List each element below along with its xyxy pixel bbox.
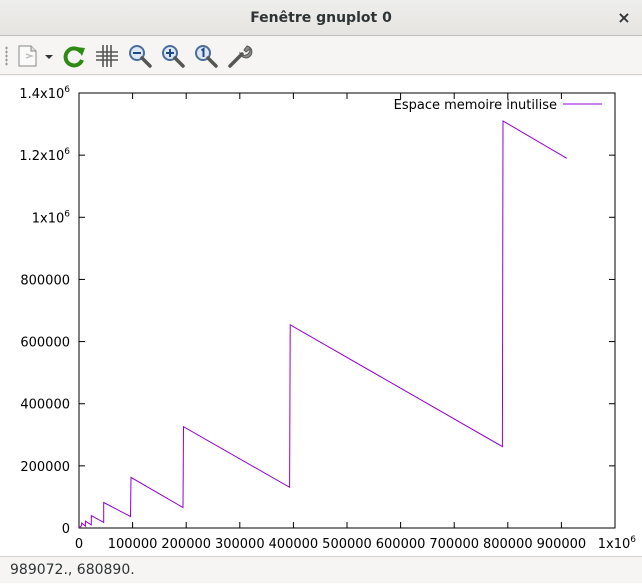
replot-button[interactable] [60,42,88,70]
x-tick-label: 0 [75,537,83,552]
y-tick-label: 200000 [20,460,70,475]
export-menu-button[interactable] [14,42,56,70]
x-tick-label: 300000 [215,537,265,552]
zoom-reset-button[interactable] [192,42,220,70]
refresh-icon [63,46,85,68]
legend: Espace memoire inutilise [394,98,602,113]
zoom-out-button[interactable] [126,42,154,70]
grid-icon [96,45,118,67]
legend-label: Espace memoire inutilise [394,98,557,113]
y-tick-label: 1.4x106 [19,85,70,102]
wrench-icon [228,45,253,68]
x-tick-label: 200000 [161,537,211,552]
y-tick-label: 1.2x106 [19,147,70,164]
y-tick-label: 800000 [20,273,70,288]
document-export-icon [18,45,53,67]
zoom-in-button[interactable] [159,42,187,70]
x-tick-label: 1x106 [598,535,637,552]
x-tick-label: 600000 [376,537,426,552]
x-tick-label: 700000 [429,537,479,552]
y-tick-label: 0 [62,522,70,537]
status-bar: 989072., 680890. [0,556,642,583]
close-button[interactable]: × [617,8,631,27]
cursor-coordinates: 989072., 680890. [10,562,135,578]
x-tick-label: 900000 [537,537,587,552]
x-tick-label: 800000 [483,537,533,552]
chart-canvas: 0 200000 400000 600000 800000 1x106 1.2x106 1.4… [19,85,637,552]
settings-button[interactable] [225,42,253,70]
zoom-original-icon [195,45,218,68]
y-tick-label: 400000 [20,398,70,413]
zoom-out-icon [129,45,152,68]
plot-border [78,92,616,529]
toolbar [0,37,642,75]
y-tick-label: 600000 [20,336,70,351]
zoom-in-icon [162,45,185,68]
title-bar[interactable]: Fenêtre gnuplot 0 × [0,0,642,36]
series-line [78,120,568,529]
x-tick-label: 100000 [108,537,158,552]
toolbar-grip[interactable] [5,46,8,66]
x-tick-label: 500000 [322,537,372,552]
toggle-grid-button[interactable] [93,42,121,70]
window-title: Fenêtre gnuplot 0 [250,10,392,26]
y-tick-label: 1x106 [32,209,71,226]
x-tick-label: 400000 [269,537,319,552]
plot-area[interactable]: 0 200000 400000 600000 800000 1x106 1.2x106 1.4… [0,76,642,556]
